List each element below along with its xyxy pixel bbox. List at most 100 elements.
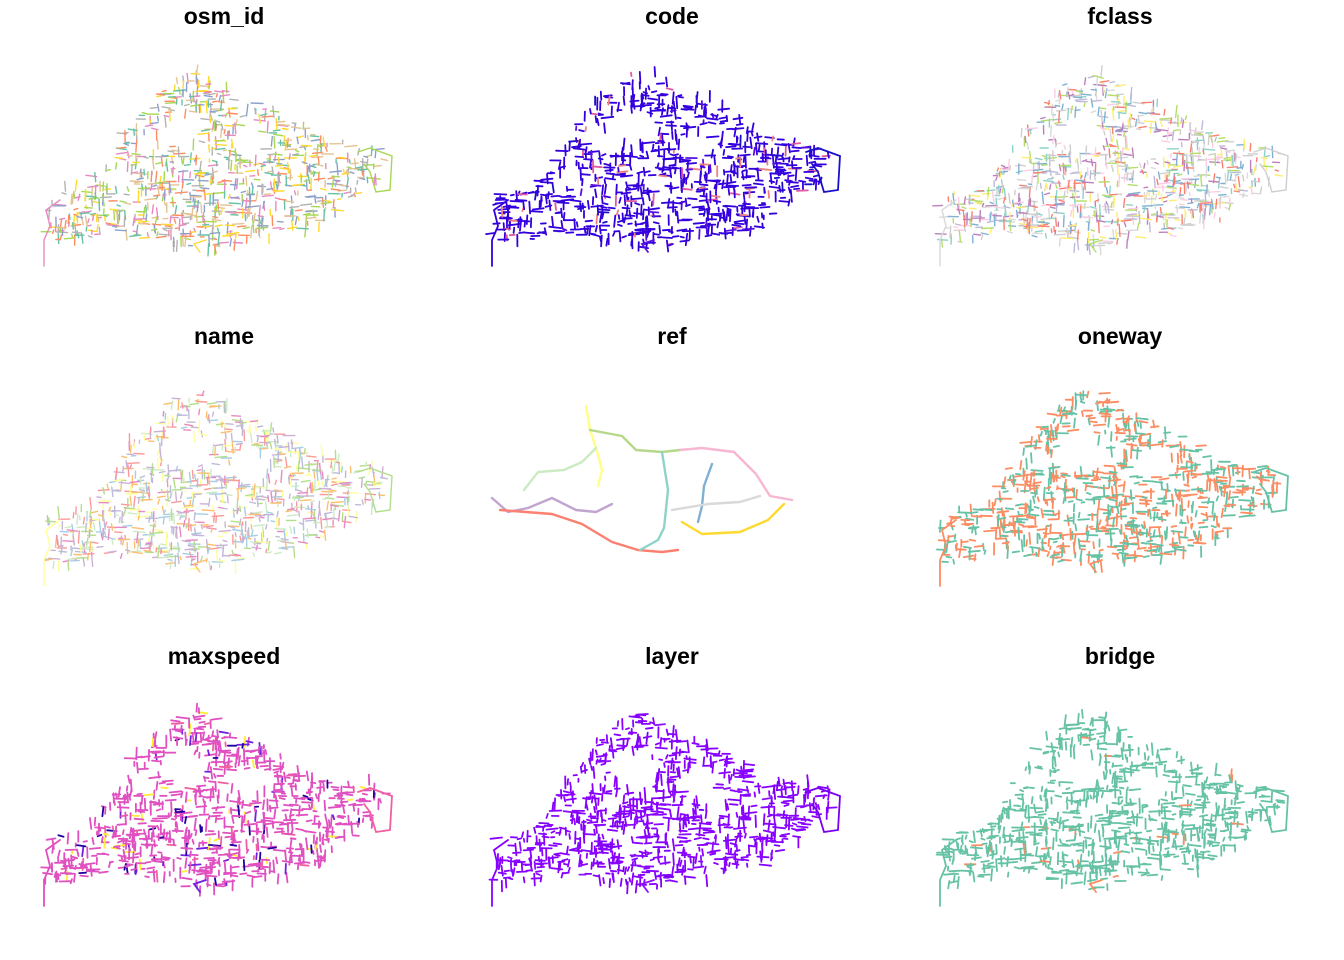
road-segment — [1227, 503, 1234, 506]
road-segment — [180, 491, 183, 499]
road-segment — [254, 425, 257, 432]
road-segment — [296, 489, 303, 492]
road-segment — [207, 837, 211, 850]
road-segment — [654, 166, 665, 170]
road-segment — [231, 528, 243, 532]
road-segment — [1247, 504, 1258, 507]
road-segment — [264, 172, 274, 175]
road-segment — [1142, 555, 1150, 558]
road-segment — [730, 164, 733, 173]
road-segment — [787, 174, 795, 178]
road-segment — [658, 174, 668, 178]
road-segment — [675, 95, 679, 110]
road-segment — [147, 545, 153, 548]
road-segment — [1210, 198, 1214, 210]
road-segment — [671, 130, 674, 140]
road-segment — [210, 717, 223, 721]
road-segment — [131, 526, 145, 530]
road-segment — [91, 554, 94, 567]
road-segment — [727, 155, 734, 158]
road-segment — [138, 236, 151, 239]
road-segment — [155, 170, 158, 183]
road-segment — [939, 199, 957, 267]
road-segment — [77, 193, 81, 201]
road-segment — [641, 197, 645, 206]
road-segment — [222, 531, 228, 534]
road-segment — [318, 500, 321, 509]
road-segment — [775, 179, 778, 186]
road-segment — [1208, 180, 1219, 183]
road-segment — [167, 150, 175, 153]
road-segment — [1260, 165, 1274, 168]
road-segment — [1193, 199, 1205, 202]
road-segment — [525, 214, 529, 225]
road-segment — [952, 558, 955, 565]
road-segment — [353, 471, 358, 474]
road-segment — [248, 206, 251, 217]
road-segment — [1116, 139, 1119, 150]
road-segment — [358, 476, 366, 479]
road-segment — [230, 432, 233, 442]
road-segment — [321, 490, 334, 493]
road-segment — [1136, 128, 1142, 131]
road-segment — [196, 199, 199, 213]
road-segment — [1173, 129, 1180, 132]
road-segment — [1023, 553, 1032, 557]
road-segment — [48, 206, 51, 220]
road-segment — [562, 228, 568, 232]
road-segment — [297, 467, 311, 470]
road-segment — [676, 228, 688, 232]
road-segment — [1031, 221, 1033, 232]
road-segment — [261, 194, 274, 198]
road-segment — [741, 170, 745, 181]
road-segment — [980, 232, 989, 236]
road-segment — [679, 235, 685, 239]
road-segment — [294, 209, 303, 212]
road-segment — [758, 203, 767, 207]
road-segment — [706, 200, 710, 209]
road-segment — [772, 155, 775, 169]
road-segment — [622, 95, 626, 106]
road-segment — [158, 470, 166, 474]
road-segment — [1075, 393, 1088, 397]
road-segment — [264, 501, 268, 514]
road-segment — [1213, 211, 1216, 219]
road-segment — [227, 107, 236, 110]
road-segment — [349, 171, 355, 174]
road-segment — [720, 231, 734, 235]
road-segment — [252, 524, 265, 527]
road-segment — [1126, 239, 1128, 249]
road-segment — [1085, 160, 1097, 164]
road-segment — [228, 109, 231, 118]
road-segment — [303, 517, 317, 520]
road-segment — [1048, 466, 1061, 470]
road-segment — [229, 98, 239, 101]
road-segment — [1108, 505, 1117, 509]
road-segment — [129, 495, 132, 507]
road-segment — [1055, 139, 1058, 148]
road-segment — [136, 177, 144, 181]
road-segment — [1031, 234, 1038, 238]
road-segment — [1066, 428, 1080, 432]
road-segment — [647, 97, 659, 101]
road-segment — [276, 433, 279, 444]
road-segment — [215, 550, 219, 562]
road-segment — [1059, 406, 1063, 415]
road-segment — [774, 143, 788, 147]
road-segment — [1067, 179, 1070, 189]
road-segment — [110, 523, 114, 531]
road-segment — [122, 829, 125, 835]
road-segment — [1216, 533, 1219, 540]
road-segment — [56, 534, 59, 545]
road-segment — [124, 202, 132, 205]
road-segment — [1062, 406, 1066, 412]
road-segment — [272, 227, 282, 229]
road-segment — [1051, 472, 1055, 483]
road-segment — [1062, 175, 1065, 180]
road-segment — [1049, 471, 1053, 485]
road-segment — [1211, 157, 1222, 161]
road-segment — [212, 121, 215, 129]
road-segment — [274, 461, 279, 465]
road-segments — [40, 64, 393, 267]
road-segment — [89, 541, 92, 553]
